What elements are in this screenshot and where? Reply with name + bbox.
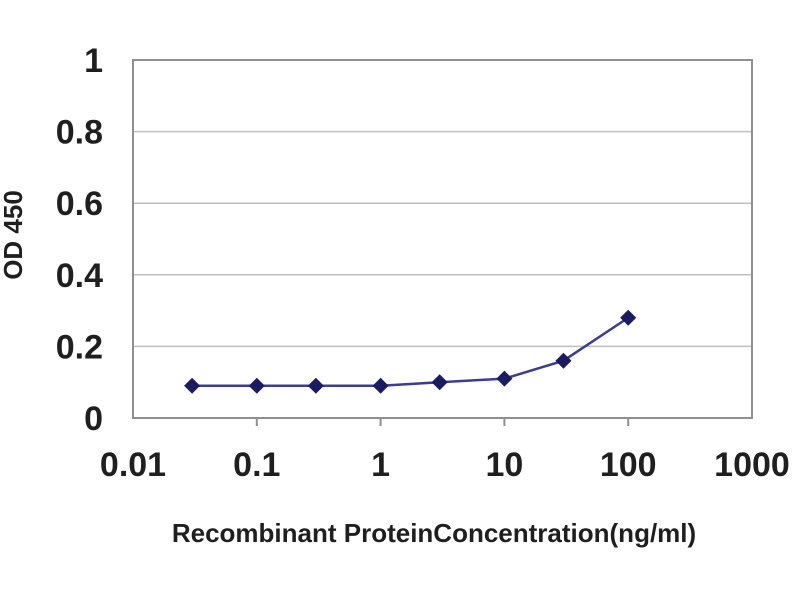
x-tick-label: 0.1 [233, 446, 280, 484]
data-series [184, 309, 637, 394]
y-tick-label: 0.6 [56, 185, 103, 223]
plot-border [132, 59, 753, 419]
data-point-marker [431, 374, 448, 391]
x-tick-label: 1000 [714, 446, 790, 484]
y-axis-title: OD 450 [0, 190, 28, 280]
x-tick-label: 100 [600, 446, 657, 484]
y-tick-label: 1 [84, 42, 103, 80]
y-tick-label: 0 [84, 400, 103, 438]
y-tick-label: 0.4 [56, 257, 103, 295]
x-tick-label: 0.01 [100, 446, 166, 484]
x-tick-label: 1 [371, 446, 390, 484]
x-axis-tick-marks [255, 418, 630, 426]
data-point-marker [372, 377, 389, 394]
data-point-marker [555, 352, 572, 369]
data-point-marker [496, 370, 513, 387]
y-tick-label: 0.2 [56, 328, 103, 366]
series-line [192, 316, 629, 388]
data-point-marker [248, 377, 265, 394]
x-tick-label: 10 [485, 446, 523, 484]
y-tick-label: 0.8 [56, 114, 103, 152]
x-axis-title: Recombinant ProteinConcentration(ng/ml) [172, 518, 696, 548]
data-point-marker [184, 377, 201, 394]
data-point-marker [620, 309, 637, 326]
data-point-marker [307, 377, 324, 394]
x-axis-tick-labels: 0.01 0.1 1 10 100 1000 [100, 446, 790, 484]
y-axis-tick-labels: 0 0.2 0.4 0.6 0.8 1 [56, 42, 103, 438]
gridlines [133, 130, 752, 348]
